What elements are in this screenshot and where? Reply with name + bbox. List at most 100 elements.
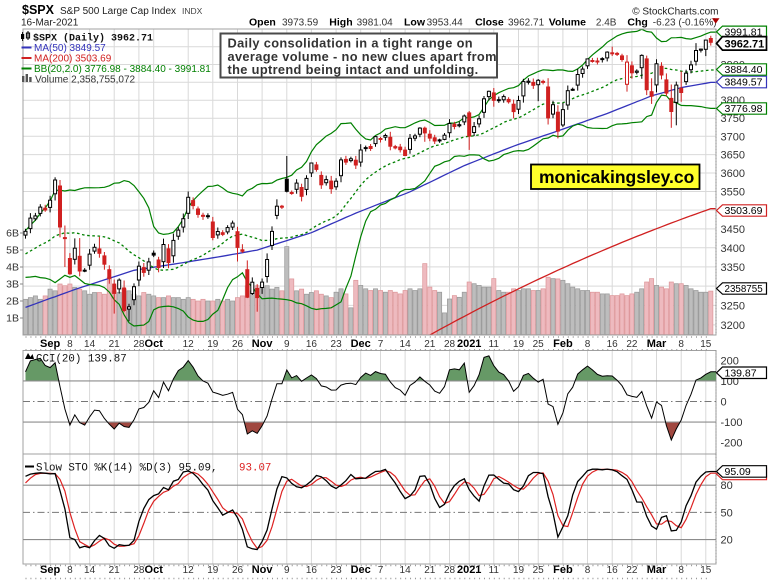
svg-text:Sep: Sep bbox=[40, 338, 60, 350]
svg-text:21: 21 bbox=[109, 339, 121, 350]
svg-text:monicakingsley.co: monicakingsley.co bbox=[539, 167, 694, 187]
svg-text:5B: 5B bbox=[6, 245, 19, 257]
svg-text:BB(20,2.0) 3776.98 - 3884.40 -: BB(20,2.0) 3776.98 - 3884.40 - 3991.81 bbox=[34, 64, 211, 75]
svg-text:22: 22 bbox=[626, 565, 638, 576]
svg-text:Low: Low bbox=[404, 17, 426, 29]
svg-text:2.4B: 2.4B bbox=[596, 18, 617, 29]
svg-text:3650: 3650 bbox=[721, 150, 745, 162]
svg-text:Oct: Oct bbox=[145, 338, 164, 350]
svg-text:21: 21 bbox=[424, 565, 436, 576]
svg-text:9: 9 bbox=[284, 339, 290, 350]
svg-text:Open: Open bbox=[249, 17, 276, 29]
svg-text:21: 21 bbox=[109, 565, 121, 576]
svg-text:23: 23 bbox=[331, 565, 343, 576]
svg-text:Nov: Nov bbox=[252, 338, 274, 350]
svg-text:Close: Close bbox=[475, 17, 504, 29]
svg-text:7: 7 bbox=[378, 565, 384, 576]
svg-text:MA(50) 3849.57: MA(50) 3849.57 bbox=[34, 43, 106, 54]
svg-text:8: 8 bbox=[678, 339, 684, 350]
svg-text:Nov: Nov bbox=[252, 564, 274, 576]
svg-text:200: 200 bbox=[721, 355, 739, 367]
svg-text:INDX: INDX bbox=[182, 6, 203, 16]
svg-text:28: 28 bbox=[444, 565, 456, 576]
svg-text:3981.04: 3981.04 bbox=[357, 18, 394, 29]
svg-text:139.87: 139.87 bbox=[725, 367, 757, 379]
svg-text:28: 28 bbox=[444, 339, 456, 350]
svg-text:8: 8 bbox=[585, 565, 591, 576]
svg-text:© StockCharts.com: © StockCharts.com bbox=[632, 7, 718, 18]
svg-text:50: 50 bbox=[721, 507, 733, 519]
svg-text:11: 11 bbox=[489, 565, 500, 576]
svg-text:3991.81: 3991.81 bbox=[725, 26, 763, 38]
svg-text:15: 15 bbox=[700, 339, 712, 350]
svg-text:16: 16 bbox=[607, 339, 619, 350]
svg-text:14: 14 bbox=[400, 565, 412, 576]
svg-text:3973.59: 3973.59 bbox=[282, 18, 319, 29]
svg-text:Volume 2,358,755,072: Volume 2,358,755,072 bbox=[35, 75, 136, 86]
svg-text:3400: 3400 bbox=[721, 243, 745, 255]
svg-text:8: 8 bbox=[67, 565, 73, 576]
svg-text:8: 8 bbox=[67, 339, 73, 350]
svg-text:3953.44: 3953.44 bbox=[427, 18, 464, 29]
svg-text:the uptrend being intact and u: the uptrend being intact and unfolding. bbox=[228, 62, 479, 77]
svg-text:20: 20 bbox=[721, 535, 733, 547]
svg-text:2021: 2021 bbox=[457, 564, 481, 576]
svg-text:1B: 1B bbox=[6, 313, 19, 325]
svg-text:4B: 4B bbox=[6, 262, 19, 274]
svg-text:14: 14 bbox=[84, 339, 96, 350]
svg-text:3200: 3200 bbox=[721, 320, 745, 332]
svg-text:2021: 2021 bbox=[457, 338, 481, 350]
svg-text:93.07: 93.07 bbox=[239, 463, 271, 475]
svg-text:2358755: 2358755 bbox=[725, 284, 764, 295]
svg-text:Dec: Dec bbox=[351, 564, 371, 576]
svg-text:Mar: Mar bbox=[647, 564, 667, 576]
svg-text:3849.57: 3849.57 bbox=[725, 77, 763, 89]
svg-text:-200: -200 bbox=[721, 438, 743, 450]
svg-text:3776.98: 3776.98 bbox=[725, 103, 763, 115]
svg-text:Oct: Oct bbox=[145, 564, 164, 576]
svg-text:Dec: Dec bbox=[351, 338, 371, 350]
svg-text:Chg: Chg bbox=[627, 17, 647, 29]
svg-text:Slow STO %K(14) %D(3) 95.09,: Slow STO %K(14) %D(3) 95.09, bbox=[36, 463, 217, 475]
svg-text:15: 15 bbox=[700, 565, 712, 576]
svg-text:80: 80 bbox=[721, 480, 733, 492]
svg-text:3962.71: 3962.71 bbox=[508, 18, 545, 29]
svg-text:3450: 3450 bbox=[721, 224, 745, 236]
svg-text:14: 14 bbox=[400, 339, 412, 350]
svg-text:3750: 3750 bbox=[721, 113, 745, 125]
svg-text:6B: 6B bbox=[6, 228, 19, 240]
svg-text:3550: 3550 bbox=[721, 187, 745, 199]
svg-text:26: 26 bbox=[232, 339, 244, 350]
svg-text:22: 22 bbox=[626, 339, 638, 350]
svg-text:12: 12 bbox=[183, 565, 195, 576]
svg-text:3600: 3600 bbox=[721, 168, 745, 180]
svg-text:$SPX: $SPX bbox=[22, 3, 55, 17]
svg-text:High: High bbox=[329, 17, 352, 29]
svg-text:2B: 2B bbox=[6, 296, 19, 308]
svg-text:95.09: 95.09 bbox=[725, 466, 751, 478]
svg-text:3700: 3700 bbox=[721, 131, 745, 143]
svg-text:CCI(20) 139.87: CCI(20) 139.87 bbox=[36, 354, 127, 366]
svg-text:Mar: Mar bbox=[647, 338, 667, 350]
svg-text:3B: 3B bbox=[6, 279, 19, 291]
svg-text:0: 0 bbox=[721, 397, 727, 409]
svg-text:Feb: Feb bbox=[553, 338, 573, 350]
svg-text:19: 19 bbox=[513, 565, 525, 576]
svg-text:9: 9 bbox=[284, 565, 290, 576]
svg-text:S&P 500 Large Cap Index: S&P 500 Large Cap Index bbox=[60, 6, 176, 17]
svg-text:Feb: Feb bbox=[553, 564, 573, 576]
svg-text:-6.23 (-0.16%): -6.23 (-0.16%) bbox=[653, 18, 717, 29]
svg-text:Daily consolidation in a tight: Daily consolidation in a tight range on bbox=[228, 36, 473, 51]
svg-text:$SPX (Daily) 3962.71: $SPX (Daily) 3962.71 bbox=[33, 33, 153, 45]
svg-text:3962.71: 3962.71 bbox=[725, 38, 765, 50]
svg-text:12: 12 bbox=[183, 339, 195, 350]
svg-text:MA(200) 3503.69: MA(200) 3503.69 bbox=[34, 54, 112, 65]
svg-text:28: 28 bbox=[133, 565, 145, 576]
svg-text:average volume - no new clues: average volume - no new clues apart from bbox=[228, 49, 497, 64]
svg-text:21: 21 bbox=[424, 339, 436, 350]
svg-text:16: 16 bbox=[306, 339, 318, 350]
svg-text:19: 19 bbox=[207, 565, 219, 576]
svg-text:Sep: Sep bbox=[40, 564, 60, 576]
svg-text:25: 25 bbox=[533, 339, 545, 350]
svg-text:16-Mar-2021: 16-Mar-2021 bbox=[21, 18, 79, 29]
